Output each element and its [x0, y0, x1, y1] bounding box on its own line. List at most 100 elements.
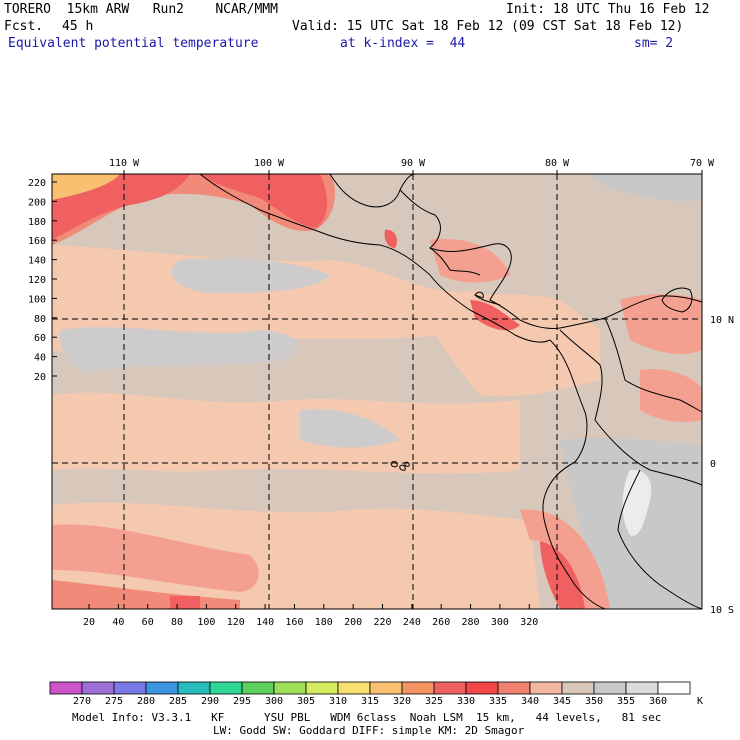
colorbar-label: 310	[329, 696, 347, 707]
colorbar-swatch	[49, 681, 83, 695]
top-longitude-labels: 110 W 100 W 90 W 80 W 70 W	[109, 158, 715, 169]
lon-label: 80 W	[545, 158, 570, 169]
grid-x-label: 280	[462, 617, 480, 628]
model-info-line1: Model Info: V3.3.1 KF YSU PBL WDM 6class…	[72, 711, 662, 724]
grid-y-label: 40	[34, 353, 46, 364]
map-frame	[51, 173, 703, 610]
colorbar-label: 320	[393, 696, 411, 707]
colorbar-swatch	[305, 681, 339, 695]
grid-y-label: 80	[34, 314, 46, 325]
grid-y-label: 180	[28, 217, 46, 228]
graticule	[52, 174, 702, 609]
lon-label: 90 W	[401, 158, 426, 169]
field-zone-340-d	[420, 294, 600, 397]
coast-south-america-west	[542, 339, 606, 609]
grid-x-label: 300	[491, 617, 509, 628]
coast-caribbean	[489, 264, 702, 329]
colorbar-swatch	[177, 681, 211, 695]
colorbar-label: 305	[297, 696, 315, 707]
grid-y-label: 140	[28, 256, 46, 267]
colorbar-label: 350	[585, 696, 603, 707]
bottom-grid-labels: 20 40 60 80 100 120 140 160 180 200 220 240 260 280 30…	[83, 617, 538, 628]
colorbar: 270 275 280 285 290 295 300 305 310 315 320 325 330 3…	[49, 681, 691, 707]
coast-lake-maracaibo	[661, 287, 693, 313]
colorbar-label: 360	[649, 696, 667, 707]
theta-e-field	[52, 174, 702, 609]
grid-x-label: 40	[112, 617, 124, 628]
grid-y-label: 60	[34, 333, 46, 344]
colorbar-swatch	[593, 681, 627, 695]
colorbar-label: 290	[201, 696, 219, 707]
left-grid-labels: 220 200 180 160 140 120 100 80 60 40 20	[28, 178, 46, 383]
lat-label: 0	[710, 459, 716, 470]
colorbar-swatch	[369, 681, 403, 695]
grid-x-label: 180	[315, 617, 333, 628]
grid-x-label: 100	[197, 617, 215, 628]
grid-y-label: 220	[28, 178, 46, 189]
grid-y-label: 200	[28, 197, 46, 208]
right-latitude-labels: 10 N 0 10 S	[710, 315, 734, 616]
smoothing-info: sm= 2	[634, 36, 674, 51]
forecast-hour: 45 h	[62, 19, 94, 34]
border-colombia-venezuela	[604, 317, 702, 413]
field-zone-340-b	[52, 392, 520, 474]
grid-x-label: 260	[432, 617, 450, 628]
field-zone-320-nw	[52, 174, 120, 200]
coast-pacific-ca	[199, 174, 551, 343]
field-zone-330-gt	[384, 229, 397, 248]
field-zone-330-sw	[170, 596, 200, 609]
field-zone-335-sw	[52, 524, 259, 592]
galapagos-islands	[390, 461, 410, 471]
lat-label: 10 N	[710, 315, 734, 326]
grid-x-label: 140	[256, 617, 274, 628]
field-zone-335-peru	[520, 509, 610, 609]
grid-x-label: 200	[344, 617, 362, 628]
colorbar-swatch	[497, 681, 531, 695]
colorbar-label: 270	[73, 696, 91, 707]
colorbar-swatch	[433, 681, 467, 695]
field-name: Equivalent potential temperature	[8, 36, 259, 51]
colorbar-label: 330	[457, 696, 475, 707]
grid-x-label: 320	[520, 617, 538, 628]
colorbar-swatch	[401, 681, 435, 695]
border-guatemala	[429, 247, 481, 276]
field-zone-330-cr	[470, 300, 520, 331]
colorbar-label: 315	[361, 696, 379, 707]
grid-x-label: 220	[373, 617, 391, 628]
border-nicaragua	[474, 294, 501, 306]
grid-x-label: 80	[171, 617, 183, 628]
field-zone-350-b	[171, 258, 330, 293]
model-title: TORERO 15km ARW Run2 NCAR/MMM	[4, 2, 278, 17]
grid-y-label: 120	[28, 275, 46, 286]
field-zone-330-mx	[200, 174, 327, 228]
colorbar-swatch	[273, 681, 307, 695]
colorbar-label: 355	[617, 696, 635, 707]
lat-label: 10 S	[710, 605, 734, 616]
model-info-line2: LW: Godd SW: Goddard DIFF: simple KM: 2D…	[213, 724, 525, 737]
forecast-label: Fcst.	[4, 19, 44, 34]
lon-label: 110 W	[109, 158, 140, 169]
grid-x-label: 60	[142, 617, 154, 628]
lon-label: 70 W	[690, 158, 715, 169]
grid-x-label: 160	[285, 617, 303, 628]
colorbar-swatch	[145, 681, 179, 695]
colorbar-unit: K	[697, 696, 703, 707]
colorbar-label: 340	[521, 696, 539, 707]
lon-label: 100 W	[254, 158, 285, 169]
colorbar-swatch	[113, 681, 147, 695]
grid-y-label: 160	[28, 236, 46, 247]
border-colombia-ecuador	[559, 329, 702, 486]
colorbar-label: 335	[489, 696, 507, 707]
grid-x-label: 20	[83, 617, 95, 628]
colorbar-swatch	[529, 681, 563, 695]
coast-lake-nicaragua	[474, 291, 484, 299]
colorbar-swatch	[81, 681, 115, 695]
grid-x-label: 240	[403, 617, 421, 628]
field-zone-340-a	[52, 245, 480, 354]
colorbar-swatch	[209, 681, 243, 695]
field-zone-335-ca	[430, 239, 510, 283]
axis-ticks	[52, 170, 703, 609]
border-peru-brazil	[617, 469, 702, 609]
level-info: at k-index = 44	[340, 36, 466, 51]
